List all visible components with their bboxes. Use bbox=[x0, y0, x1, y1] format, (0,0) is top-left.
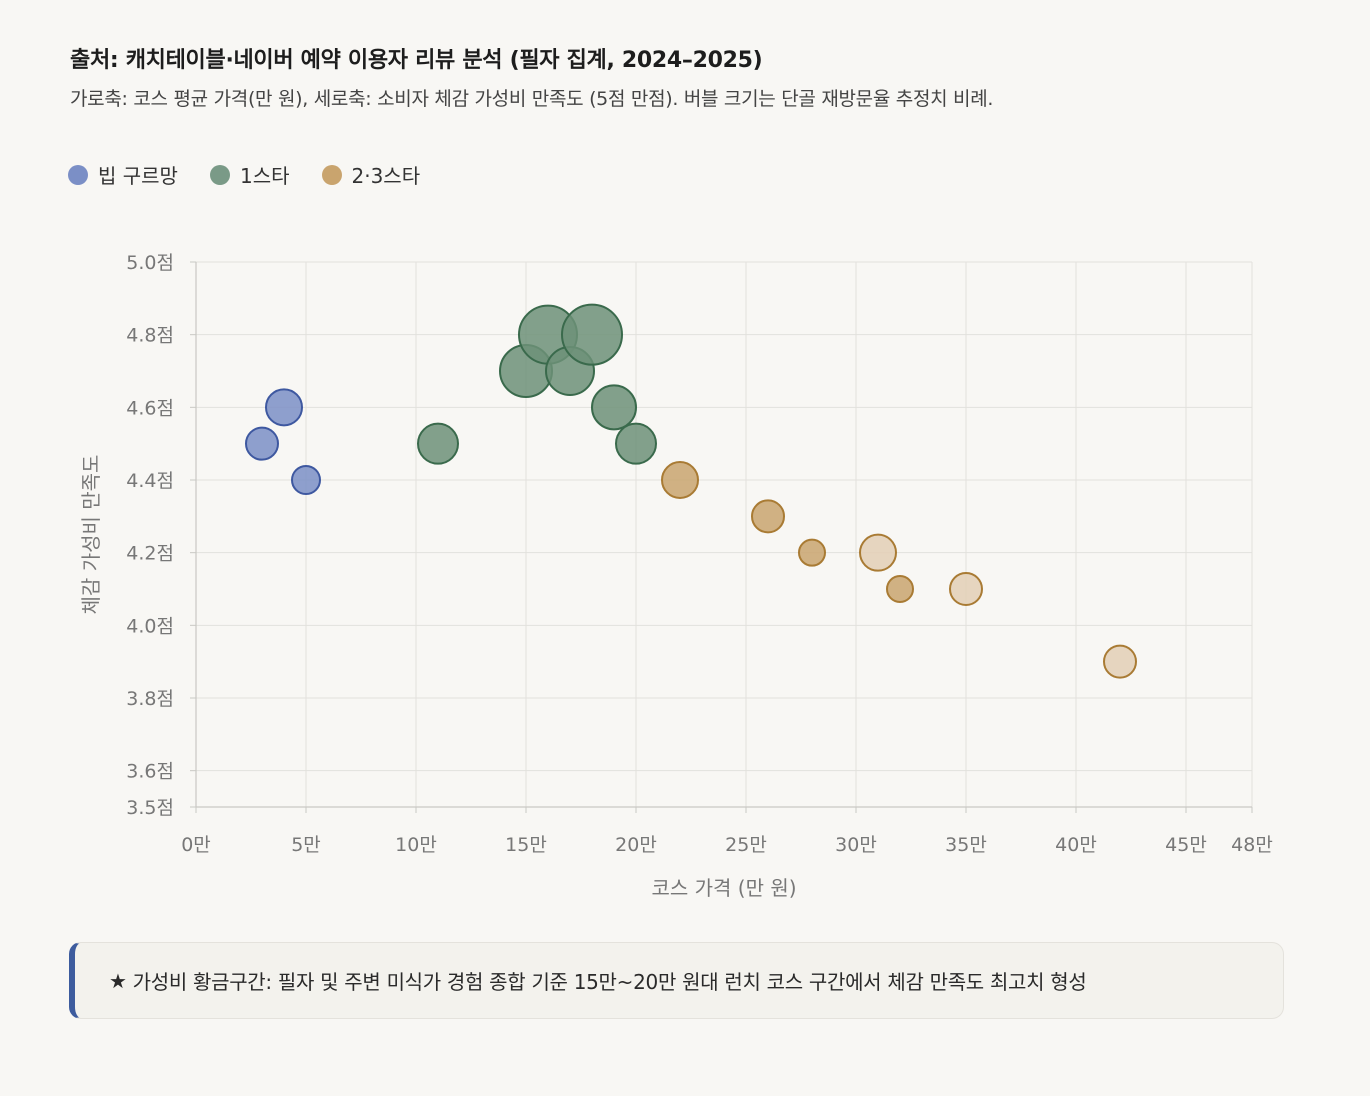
bubble-s2-p2 bbox=[798, 538, 826, 567]
x-tick-label-7: 35만 bbox=[945, 834, 987, 856]
star-icon: ★ bbox=[109, 968, 127, 993]
bubble-s0-p2 bbox=[291, 465, 321, 495]
legend-item-two-three-star: 2·3스타 bbox=[321, 160, 421, 189]
callout-text: 가성비 황금구간: 필자 및 주변 미식가 경험 종합 기준 15만~20만 원… bbox=[132, 970, 1087, 994]
bubble-s2-p3 bbox=[886, 575, 914, 603]
bubble-s0-p0 bbox=[245, 426, 279, 461]
x-tick-label-2: 10만 bbox=[395, 834, 437, 856]
x-tick-label-3: 15만 bbox=[505, 834, 547, 856]
x-tick-label-1: 5만 bbox=[291, 834, 321, 856]
legend-label-one-star: 1스타 bbox=[239, 164, 290, 188]
bubble-s1-p0 bbox=[417, 422, 459, 465]
legend-swatch-one-star bbox=[209, 164, 230, 185]
bubble-s0-p1 bbox=[265, 388, 303, 427]
x-tick-label-9: 45만 bbox=[1165, 834, 1207, 856]
bubble-s1-p5 bbox=[591, 384, 637, 431]
x-tick-label-0: 0만 bbox=[181, 834, 211, 856]
x-tick-label-6: 30만 bbox=[835, 834, 877, 856]
chart-description: 가로축: 코스 평균 가격(만 원), 세로축: 소비자 체감 가성비 만족도 … bbox=[70, 88, 994, 110]
bubble-chart: 0만 5만 10만 15만 20만 25만 30만 35만 40만 45만 48만 3.5점 3.6점 3… bbox=[79, 252, 1273, 900]
x-tick-label-5: 25만 bbox=[725, 834, 767, 856]
y-tick-label-3: 4.0점 bbox=[126, 615, 174, 637]
legend: 빕 구르망 1스타 2·3스타 bbox=[68, 160, 452, 189]
y-tick-label-5: 4.4점 bbox=[126, 470, 174, 492]
legend-label-two-three-star: 2·3스타 bbox=[351, 164, 421, 188]
legend-label-bib-gourmand: 빕 구르망 bbox=[98, 164, 178, 188]
bubble-s2-p0 bbox=[661, 461, 699, 499]
bubble-s2-p1 bbox=[751, 499, 785, 534]
y-tick-label-7: 4.8점 bbox=[126, 325, 174, 347]
legend-swatch-bib-gourmand bbox=[68, 164, 88, 185]
callout-box: ★ 가성비 황금구간: 필자 및 주변 미식가 경험 종합 기준 15만~20만… bbox=[69, 942, 1284, 1019]
y-axis-title: 체감 가성비 만족도 bbox=[79, 455, 103, 615]
chart-source: 출처: 캐치테이블·네이버 예약 이용자 리뷰 분석 (필자 집계, 2024–… bbox=[70, 48, 763, 73]
legend-item-bib-gourmand: 빕 구르망 bbox=[68, 160, 178, 189]
bubble-s3-p2 bbox=[1103, 644, 1137, 679]
legend-item-one-star: 1스타 bbox=[209, 160, 290, 189]
bubble-s1-p4 bbox=[561, 303, 623, 366]
x-tick-label-4: 20만 bbox=[615, 834, 657, 856]
bubble-s1-p6 bbox=[615, 422, 657, 465]
y-tick-label-0: 3.5점 bbox=[126, 797, 174, 819]
y-tick-label-1: 3.6점 bbox=[126, 761, 174, 783]
x-tick-label-10: 48만 bbox=[1231, 834, 1273, 856]
x-axis-title: 코스 가격 (만 원) bbox=[651, 876, 796, 900]
bubble-s3-p1 bbox=[949, 572, 983, 606]
y-tick-label-4: 4.2점 bbox=[126, 543, 174, 565]
legend-swatch-two-three-star bbox=[321, 164, 342, 185]
bubble-s3-p0 bbox=[859, 533, 897, 572]
y-tick-label-8: 5.0점 bbox=[126, 252, 174, 274]
y-tick-label-2: 3.8점 bbox=[126, 688, 174, 710]
x-tick-label-8: 40만 bbox=[1055, 834, 1097, 856]
y-tick-label-6: 4.6점 bbox=[126, 397, 174, 419]
